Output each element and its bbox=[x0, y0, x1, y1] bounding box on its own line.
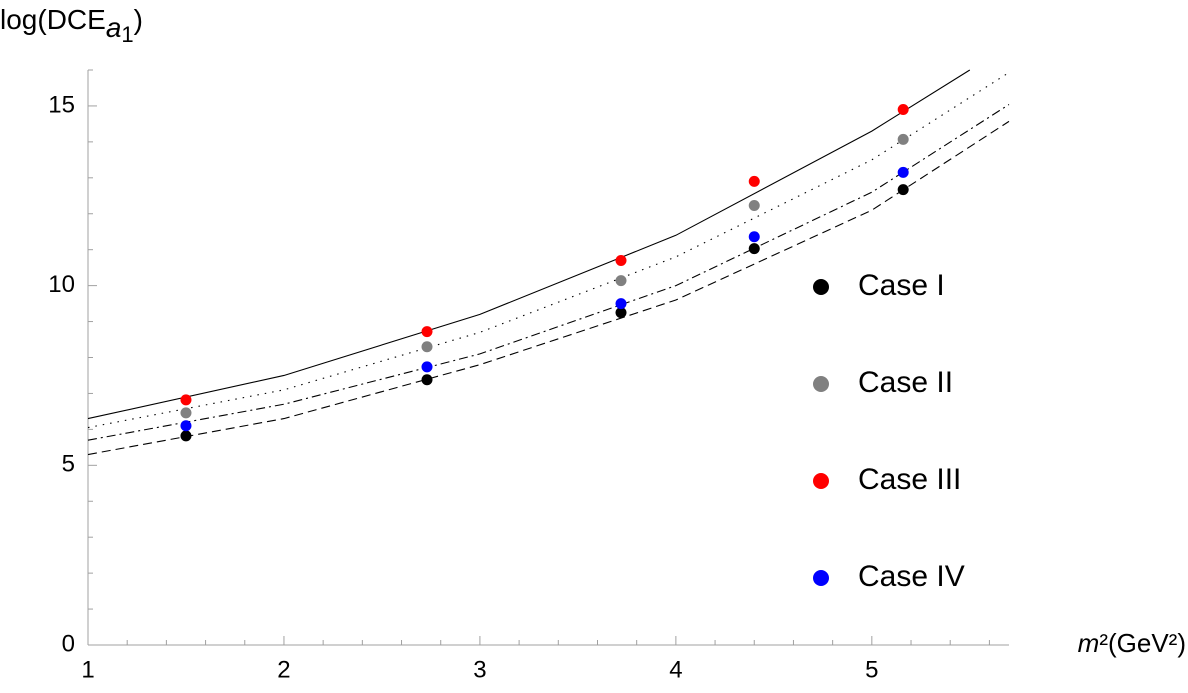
legend-label: Case IV bbox=[858, 560, 965, 593]
x-tick-label: 3 bbox=[473, 656, 486, 683]
y-axis-label: log(DCEa1) bbox=[0, 4, 143, 46]
x-tick-label: 2 bbox=[277, 656, 290, 683]
fit-line bbox=[87, 72, 1010, 429]
point bbox=[421, 374, 433, 386]
legend-label: Case I bbox=[858, 269, 945, 302]
legend-marker bbox=[813, 279, 829, 295]
point bbox=[897, 133, 909, 145]
legend-label: Case II bbox=[858, 366, 953, 399]
x-tick-label: 5 bbox=[865, 656, 878, 683]
fit-line bbox=[87, 104, 1010, 441]
point bbox=[615, 275, 627, 287]
x-tick-label: 4 bbox=[669, 656, 682, 683]
point bbox=[421, 361, 433, 373]
point bbox=[421, 326, 433, 338]
legend-marker bbox=[813, 376, 829, 392]
point bbox=[748, 243, 760, 255]
y-tick-label: 10 bbox=[48, 271, 75, 298]
y-tick-label: 0 bbox=[62, 630, 75, 657]
point bbox=[748, 199, 760, 211]
point bbox=[897, 184, 909, 196]
fit-line bbox=[87, 120, 1010, 456]
legend-label: Case III bbox=[858, 463, 961, 496]
point bbox=[615, 298, 627, 310]
point bbox=[615, 254, 627, 266]
point bbox=[897, 166, 909, 178]
fit-line bbox=[87, 69, 971, 420]
point bbox=[897, 104, 909, 116]
y-tick-label: 5 bbox=[62, 451, 75, 478]
point bbox=[180, 430, 192, 442]
point bbox=[748, 231, 760, 243]
x-axis-label: m²(GeV²) bbox=[1078, 628, 1186, 658]
point bbox=[180, 407, 192, 419]
y-tick-label: 15 bbox=[48, 91, 75, 118]
point bbox=[615, 307, 627, 319]
point bbox=[180, 394, 192, 406]
point bbox=[180, 420, 192, 432]
point bbox=[748, 175, 760, 187]
legend-marker bbox=[813, 473, 829, 489]
legend-marker bbox=[813, 570, 829, 586]
point bbox=[421, 341, 433, 353]
x-tick-label: 1 bbox=[81, 656, 94, 683]
